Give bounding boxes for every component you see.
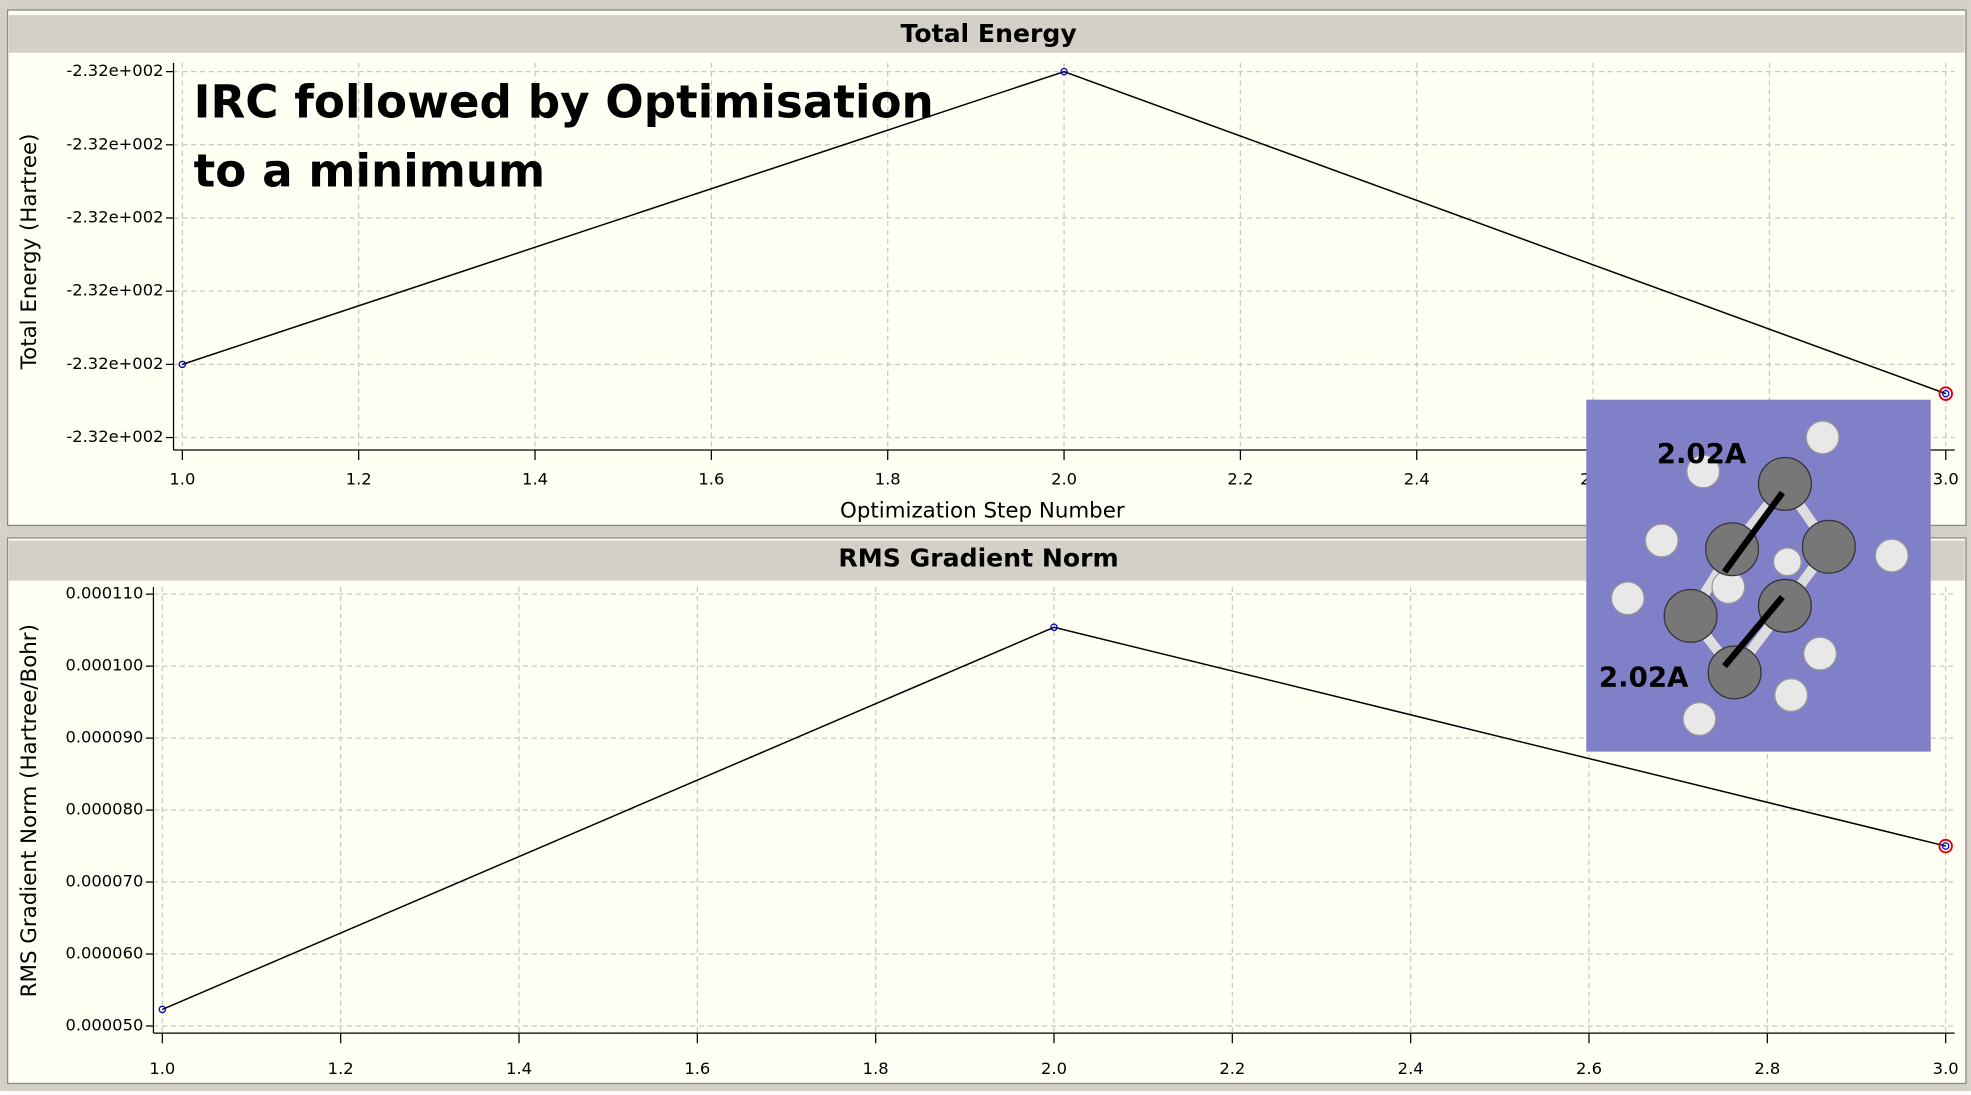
x-tick-label: 1.2 — [328, 1059, 354, 1078]
x-tick-label: 1.8 — [863, 1059, 889, 1078]
data-line — [162, 626, 1946, 1011]
y-tick-label: 0.000090 — [65, 728, 143, 747]
y-tick-label: 0.000070 — [65, 872, 143, 891]
hydrogens — [1610, 420, 1909, 736]
bond-marker — [1722, 490, 1785, 574]
x-tick-label: 1.4 — [506, 1059, 532, 1078]
annotation: to a minimum — [194, 145, 546, 198]
x-tick-label: 1.8 — [875, 470, 901, 489]
x-tick-label: 2.6 — [1576, 1059, 1602, 1078]
x-tick-label: 3.0 — [1933, 470, 1959, 489]
distance-label: 2.02A — [1599, 661, 1689, 694]
y-axis-label: RMS Gradient Norm (Hartree/Bohr) — [17, 624, 42, 997]
x-tick-label: 1.6 — [684, 1059, 710, 1078]
molecule-inset: 2.02A 2.02A — [1586, 399, 1931, 752]
x-tick-label: 1.4 — [522, 470, 548, 489]
x-tick-label: 2.0 — [1041, 1059, 1067, 1078]
chart-title: RMS Gradient Norm — [838, 543, 1118, 572]
x-tick-label: 1.0 — [149, 1059, 175, 1078]
highlight-marker — [1938, 386, 1953, 401]
y-tick-label: -2.32e+002 — [66, 427, 163, 446]
data-point — [1050, 623, 1058, 632]
x-tick-label: 2.8 — [1754, 1059, 1780, 1078]
y-tick-label: 0.000100 — [65, 656, 143, 675]
annotation: IRC followed by Optimisation — [194, 76, 934, 129]
y-axis-label: Total Energy (Hartree) — [17, 133, 42, 370]
bond-marker — [1722, 595, 1785, 669]
x-tick-label: 2.4 — [1404, 470, 1430, 489]
y-tick-label: -2.32e+002 — [66, 281, 163, 300]
data-point — [1941, 842, 1950, 850]
data-line — [182, 70, 1947, 395]
highlight-marker — [1938, 838, 1953, 854]
x-tick-label: 1.6 — [698, 470, 724, 489]
inset-bg — [1586, 399, 1931, 752]
distance-label: 2.02A — [1657, 437, 1747, 470]
data-point — [178, 360, 187, 369]
y-tick-label: 0.000050 — [65, 1015, 143, 1034]
x-tick-label: 1.2 — [346, 470, 372, 489]
y-tick-label: -2.32e+002 — [66, 207, 163, 226]
x-tick-label: 3.0 — [1933, 1059, 1959, 1078]
x-tick-label: 2.2 — [1219, 1059, 1245, 1078]
x-tick-label: 2.0 — [1051, 470, 1077, 489]
data-point — [1941, 389, 1950, 398]
data-point — [158, 1005, 167, 1014]
data-point — [1060, 67, 1068, 76]
x-tick-label: 1.0 — [169, 470, 195, 489]
x-tick-label: 2.4 — [1398, 1059, 1424, 1078]
x-tick-label: 2.2 — [1227, 470, 1253, 489]
y-tick-label: -2.32e+002 — [66, 61, 163, 80]
y-tick-label: 0.000110 — [65, 584, 143, 603]
y-tick-label: -2.32e+002 — [66, 354, 163, 373]
y-tick-label: -2.32e+002 — [66, 134, 163, 153]
carbons — [1663, 456, 1856, 700]
x-axis-label: Optimization Step Number — [840, 499, 1125, 524]
y-tick-label: 0.000080 — [65, 800, 143, 819]
y-tick-label: 0.000060 — [65, 944, 143, 963]
chart-title: Total Energy — [901, 19, 1077, 48]
title-bar — [8, 15, 1965, 53]
